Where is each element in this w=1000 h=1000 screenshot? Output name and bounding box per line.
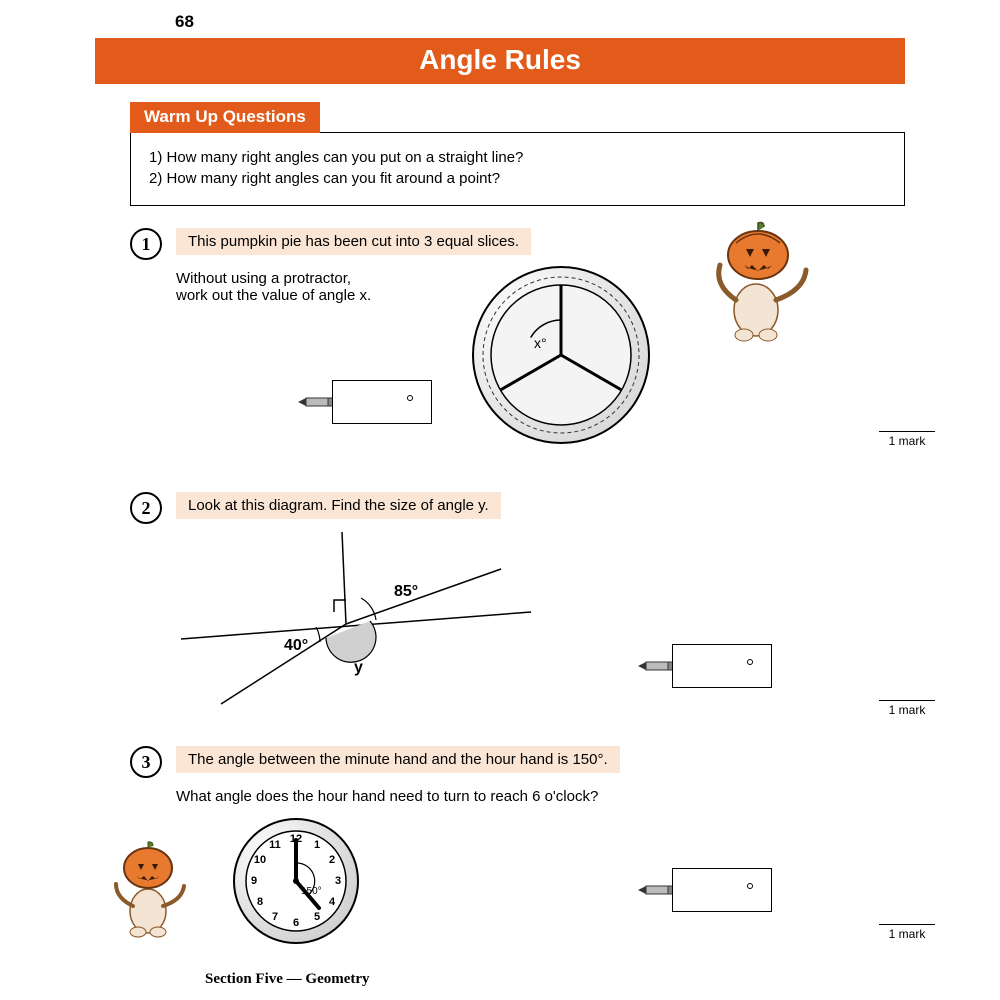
section-footer: Section Five — Geometry: [205, 971, 370, 988]
warmup-section: Warm Up Questions 1) How many right angl…: [130, 102, 905, 206]
pumpkin-character-small-icon: [106, 836, 196, 941]
svg-text:6: 6: [293, 917, 299, 929]
pie-diagram: x°: [466, 260, 656, 450]
svg-text:4: 4: [329, 896, 336, 908]
q2-label-y: y: [354, 659, 363, 676]
q1-angle-x-label: x°: [534, 335, 547, 351]
q1-answer-area: [296, 380, 432, 424]
q3-clock-angle: 150°: [301, 886, 322, 897]
warmup-q1: 1) How many right angles can you put on …: [149, 149, 886, 166]
svg-text:1: 1: [314, 839, 320, 851]
q1-mark: 1 mark: [879, 425, 935, 448]
pencil-icon: [636, 656, 676, 676]
pencil-icon: [636, 880, 676, 900]
angle-diagram: 85° 40° y: [166, 524, 556, 714]
question-2-header: 2 Look at this diagram. Find the size of…: [130, 492, 905, 524]
svg-text:2: 2: [329, 854, 335, 866]
q3-mark: 1 mark: [879, 918, 935, 941]
pencil-icon: [296, 392, 336, 412]
svg-text:9: 9: [251, 875, 257, 887]
q2-body: 85° 40° y 1 mark: [176, 534, 905, 724]
svg-text:11: 11: [269, 839, 281, 851]
q1-stem: This pumpkin pie has been cut into 3 equ…: [176, 228, 531, 255]
q2-stem: Look at this diagram. Find the size of a…: [176, 492, 501, 519]
q3-answer-area: [636, 868, 772, 912]
page-number: 68: [175, 12, 194, 32]
q3-body: What angle does the hour hand need to tu…: [176, 788, 905, 948]
q3-instruction: What angle does the hour hand need to tu…: [176, 788, 905, 805]
warmup-box: 1) How many right angles can you put on …: [130, 132, 905, 206]
svg-text:5: 5: [314, 911, 320, 923]
pumpkin-character-icon: [706, 215, 821, 345]
q1-number: 1: [130, 228, 162, 260]
svg-text:8: 8: [257, 896, 263, 908]
q2-label-85: 85°: [394, 583, 418, 600]
q2-label-40: 40°: [284, 637, 308, 654]
q2-answer-area: [636, 644, 772, 688]
svg-text:7: 7: [272, 911, 278, 923]
q3-answer-box[interactable]: [672, 868, 772, 912]
q2-answer-box[interactable]: [672, 644, 772, 688]
page-title: Angle Rules: [95, 38, 905, 84]
q3-stem: The angle between the minute hand and th…: [176, 746, 620, 773]
svg-text:10: 10: [254, 854, 266, 866]
q2-mark: 1 mark: [879, 694, 935, 717]
q1-body: Without using a protractor, work out the…: [176, 270, 905, 470]
q2-number: 2: [130, 492, 162, 524]
q3-number: 3: [130, 746, 162, 778]
question-3-header: 3 The angle between the minute hand and …: [130, 746, 905, 778]
q1-answer-box[interactable]: [332, 380, 432, 424]
clock-diagram: 12 1 2 3 4 5 6 7 8 9 10 11 150°: [231, 816, 361, 946]
warmup-q2: 2) How many right angles can you fit aro…: [149, 170, 886, 187]
svg-text:3: 3: [335, 875, 341, 887]
warmup-label: Warm Up Questions: [130, 102, 320, 133]
